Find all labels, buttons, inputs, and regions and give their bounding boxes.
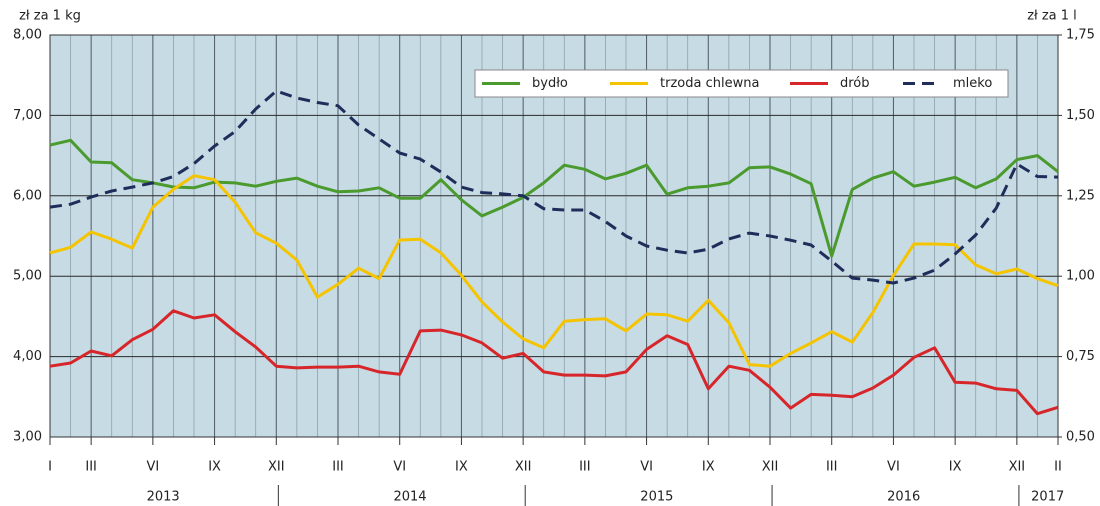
y-tick-label: 5,00 [13, 269, 42, 284]
y-axis-label: zł za 1 kg [19, 9, 81, 24]
x-tick-label: VI [146, 460, 159, 475]
x-tick-label: VI [887, 460, 900, 475]
y2-tick-label: 1,25 [1066, 188, 1095, 203]
year-label: 2016 [887, 490, 920, 505]
legend-label: trzoda chlewna [660, 76, 759, 91]
x-tick-label: VI [393, 460, 406, 475]
x-tick-label: III [85, 460, 97, 475]
x-tick-label: XII [1009, 460, 1026, 475]
x-tick-label: IX [702, 460, 715, 475]
year-label: 2014 [393, 490, 426, 505]
legend-label: drób [840, 76, 870, 91]
x-tick-label: III [579, 460, 591, 475]
x-tick-label: XII [268, 460, 285, 475]
y2-tick-label: 1,00 [1066, 269, 1095, 284]
series-line [49, 89, 1059, 285]
y2-tick-label: 1,75 [1066, 28, 1095, 43]
legend-box [474, 69, 1009, 98]
x-tick-label: III [332, 460, 344, 475]
x-tick-label: IX [455, 460, 468, 475]
x-tick-label: IX [208, 460, 221, 475]
legend-label: bydło [532, 76, 568, 91]
y-tick-label: 8,00 [13, 28, 42, 43]
legend-label: mleko [953, 76, 992, 91]
y-tick-label: 6,00 [13, 188, 42, 203]
x-tick-label: XII [515, 460, 532, 475]
y-tick-label: 7,00 [13, 108, 42, 123]
x-tick-label: XII [762, 460, 779, 475]
x-tick-label: II [1054, 460, 1062, 475]
y2-tick-label: 1,50 [1066, 108, 1095, 123]
plot-area [50, 35, 1058, 437]
y-tick-label: 4,00 [13, 349, 42, 364]
year-label: 2015 [640, 490, 673, 505]
x-tick-label: I [48, 460, 52, 475]
series-line [49, 309, 1059, 416]
year-label: 2017 [1031, 490, 1064, 505]
y2-tick-label: 0,75 [1066, 349, 1095, 364]
x-tick-label: IX [949, 460, 962, 475]
y-tick-label: 3,00 [13, 430, 42, 445]
x-tick-label: III [826, 460, 838, 475]
y2-axis-label: zł za 1 l [1027, 9, 1077, 24]
plot-frame [49, 34, 1059, 438]
year-label: 2013 [147, 490, 180, 505]
y2-tick-label: 0,50 [1066, 430, 1095, 445]
x-tick-label: VI [640, 460, 653, 475]
